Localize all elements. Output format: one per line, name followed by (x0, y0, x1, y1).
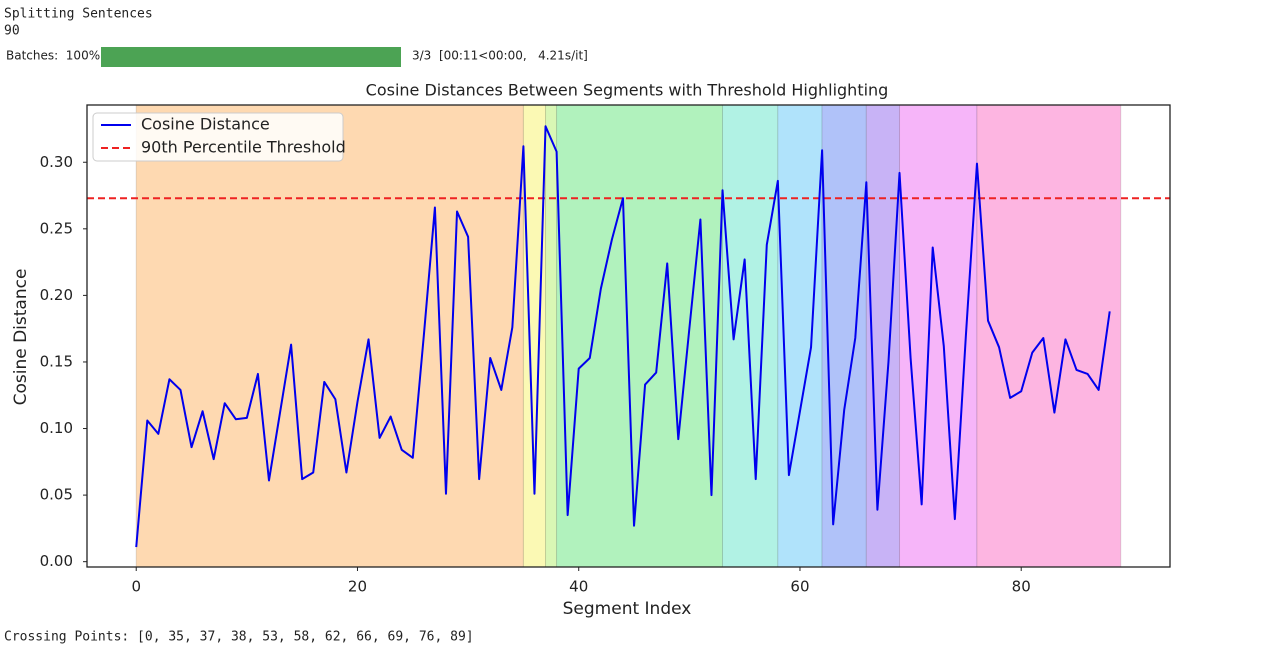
y-tick-label: 0.25 (40, 219, 73, 237)
status-text: Splitting Sentences (4, 7, 153, 22)
highlight-span (522, 104, 547, 568)
x-tick-label: 20 (348, 578, 367, 596)
count-text: 90 (4, 24, 20, 39)
legend-label: Cosine Distance (141, 115, 270, 134)
progress-stats: 3/3 [00:11<00:00, 4.21s/it] (412, 49, 588, 63)
y-axis-label: Cosine Distance (11, 269, 31, 406)
legend-label: 90th Percentile Threshold (141, 138, 346, 157)
data-line (135, 125, 1111, 548)
x-tick-label: 0 (131, 578, 141, 596)
x-tick-label: 80 (1012, 578, 1031, 596)
y-tick-label: 0.15 (40, 352, 73, 370)
axes-frame (86, 104, 1171, 568)
x-axis-label: Segment Index (563, 599, 692, 619)
x-tick-label: 40 (569, 578, 588, 596)
progress-bar (101, 47, 401, 67)
progress-label: Batches: 100% (6, 49, 100, 63)
y-tick-label: 0.00 (40, 552, 73, 570)
y-tick-label: 0.30 (40, 153, 73, 171)
y-tick-label: 0.20 (40, 286, 73, 304)
highlight-span (777, 104, 823, 568)
highlight-span (556, 104, 724, 568)
crossing-points-text: Crossing Points: [0, 35, 37, 38, 53, 58,… (4, 630, 474, 645)
y-tick-label: 0.10 (40, 419, 73, 437)
highlight-span (976, 104, 1122, 568)
y-tick-label: 0.05 (40, 486, 73, 504)
x-tick-label: 60 (790, 578, 809, 596)
highlight-span (135, 104, 524, 568)
legend-box (92, 112, 344, 162)
chart-title: Cosine Distances Between Segments with T… (366, 81, 889, 100)
highlight-span (821, 104, 867, 568)
highlight-span (722, 104, 779, 568)
highlight-span (545, 104, 558, 568)
